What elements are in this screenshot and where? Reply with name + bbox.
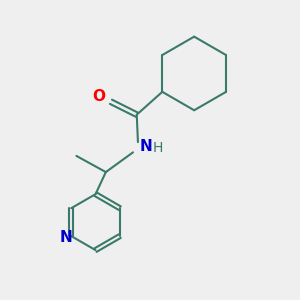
Text: H: H xyxy=(152,141,163,155)
Text: N: N xyxy=(140,139,153,154)
Text: O: O xyxy=(93,88,106,104)
Text: N: N xyxy=(60,230,72,245)
